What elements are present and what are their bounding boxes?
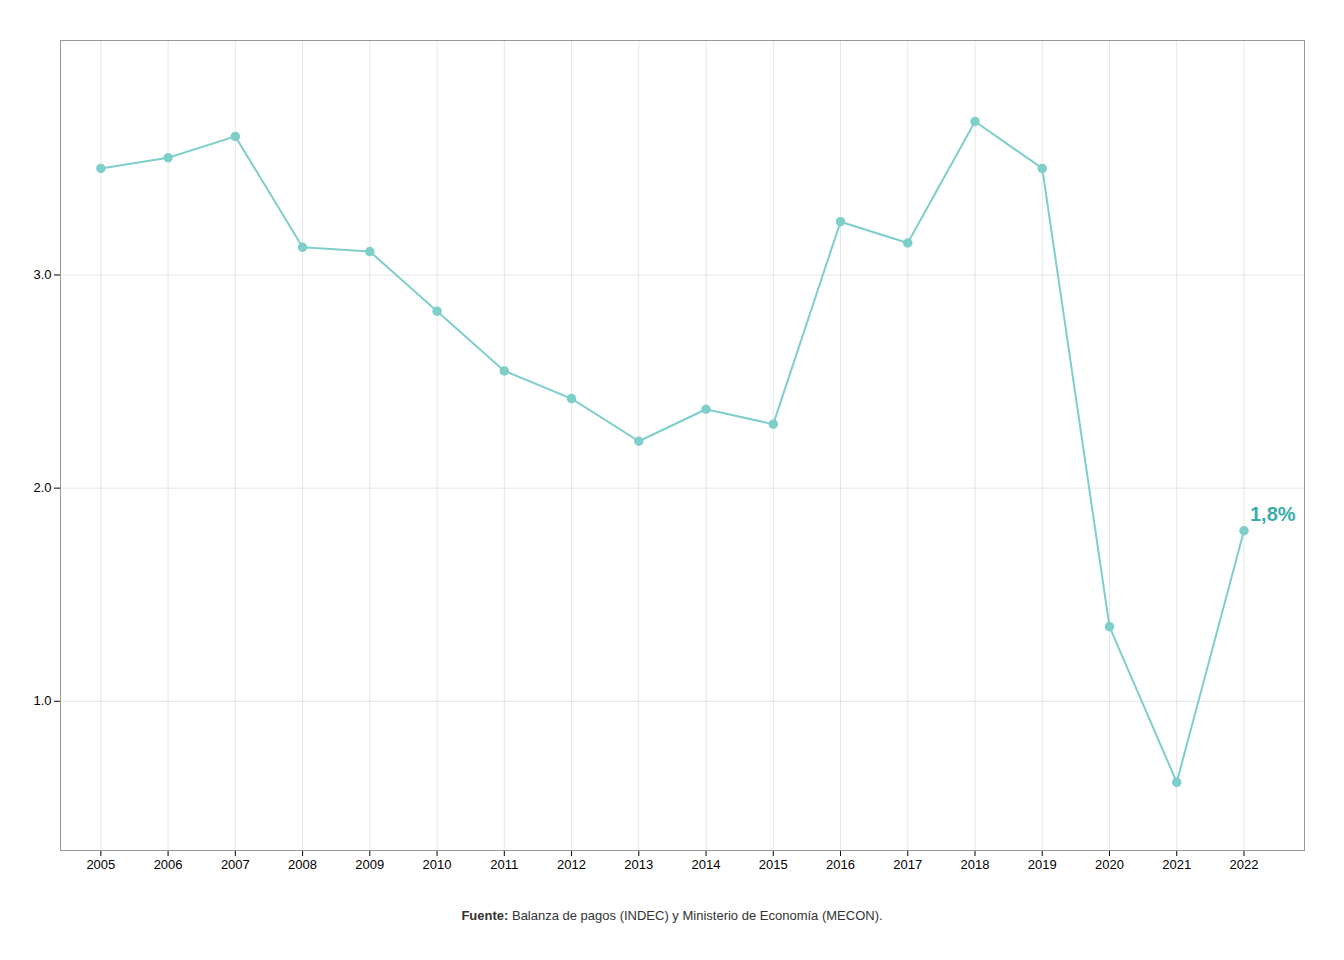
- svg-text:1.0: 1.0: [33, 693, 51, 708]
- svg-text:2020: 2020: [1095, 857, 1124, 872]
- svg-text:2005: 2005: [86, 857, 115, 872]
- svg-text:2013: 2013: [624, 857, 653, 872]
- svg-text:2016: 2016: [826, 857, 855, 872]
- svg-text:2015: 2015: [759, 857, 788, 872]
- svg-text:2010: 2010: [423, 857, 452, 872]
- svg-text:2014: 2014: [692, 857, 721, 872]
- svg-text:2009: 2009: [355, 857, 384, 872]
- svg-text:2007: 2007: [221, 857, 250, 872]
- svg-text:3.0: 3.0: [33, 267, 51, 282]
- svg-text:2019: 2019: [1028, 857, 1057, 872]
- svg-text:2012: 2012: [557, 857, 586, 872]
- svg-text:2.0: 2.0: [33, 480, 51, 495]
- svg-text:2018: 2018: [961, 857, 990, 872]
- svg-text:2006: 2006: [154, 857, 183, 872]
- svg-text:2011: 2011: [490, 857, 518, 872]
- svg-text:2017: 2017: [893, 857, 922, 872]
- svg-text:1,8%: 1,8%: [1250, 503, 1296, 525]
- svg-text:2021: 2021: [1162, 857, 1191, 872]
- svg-text:2008: 2008: [288, 857, 317, 872]
- svg-text:2022: 2022: [1230, 857, 1259, 872]
- html-text:Fuente: Balanza de pagos (INDE: Fuente: Balanza de pagos (INDEC) y Minis…: [461, 908, 883, 923]
